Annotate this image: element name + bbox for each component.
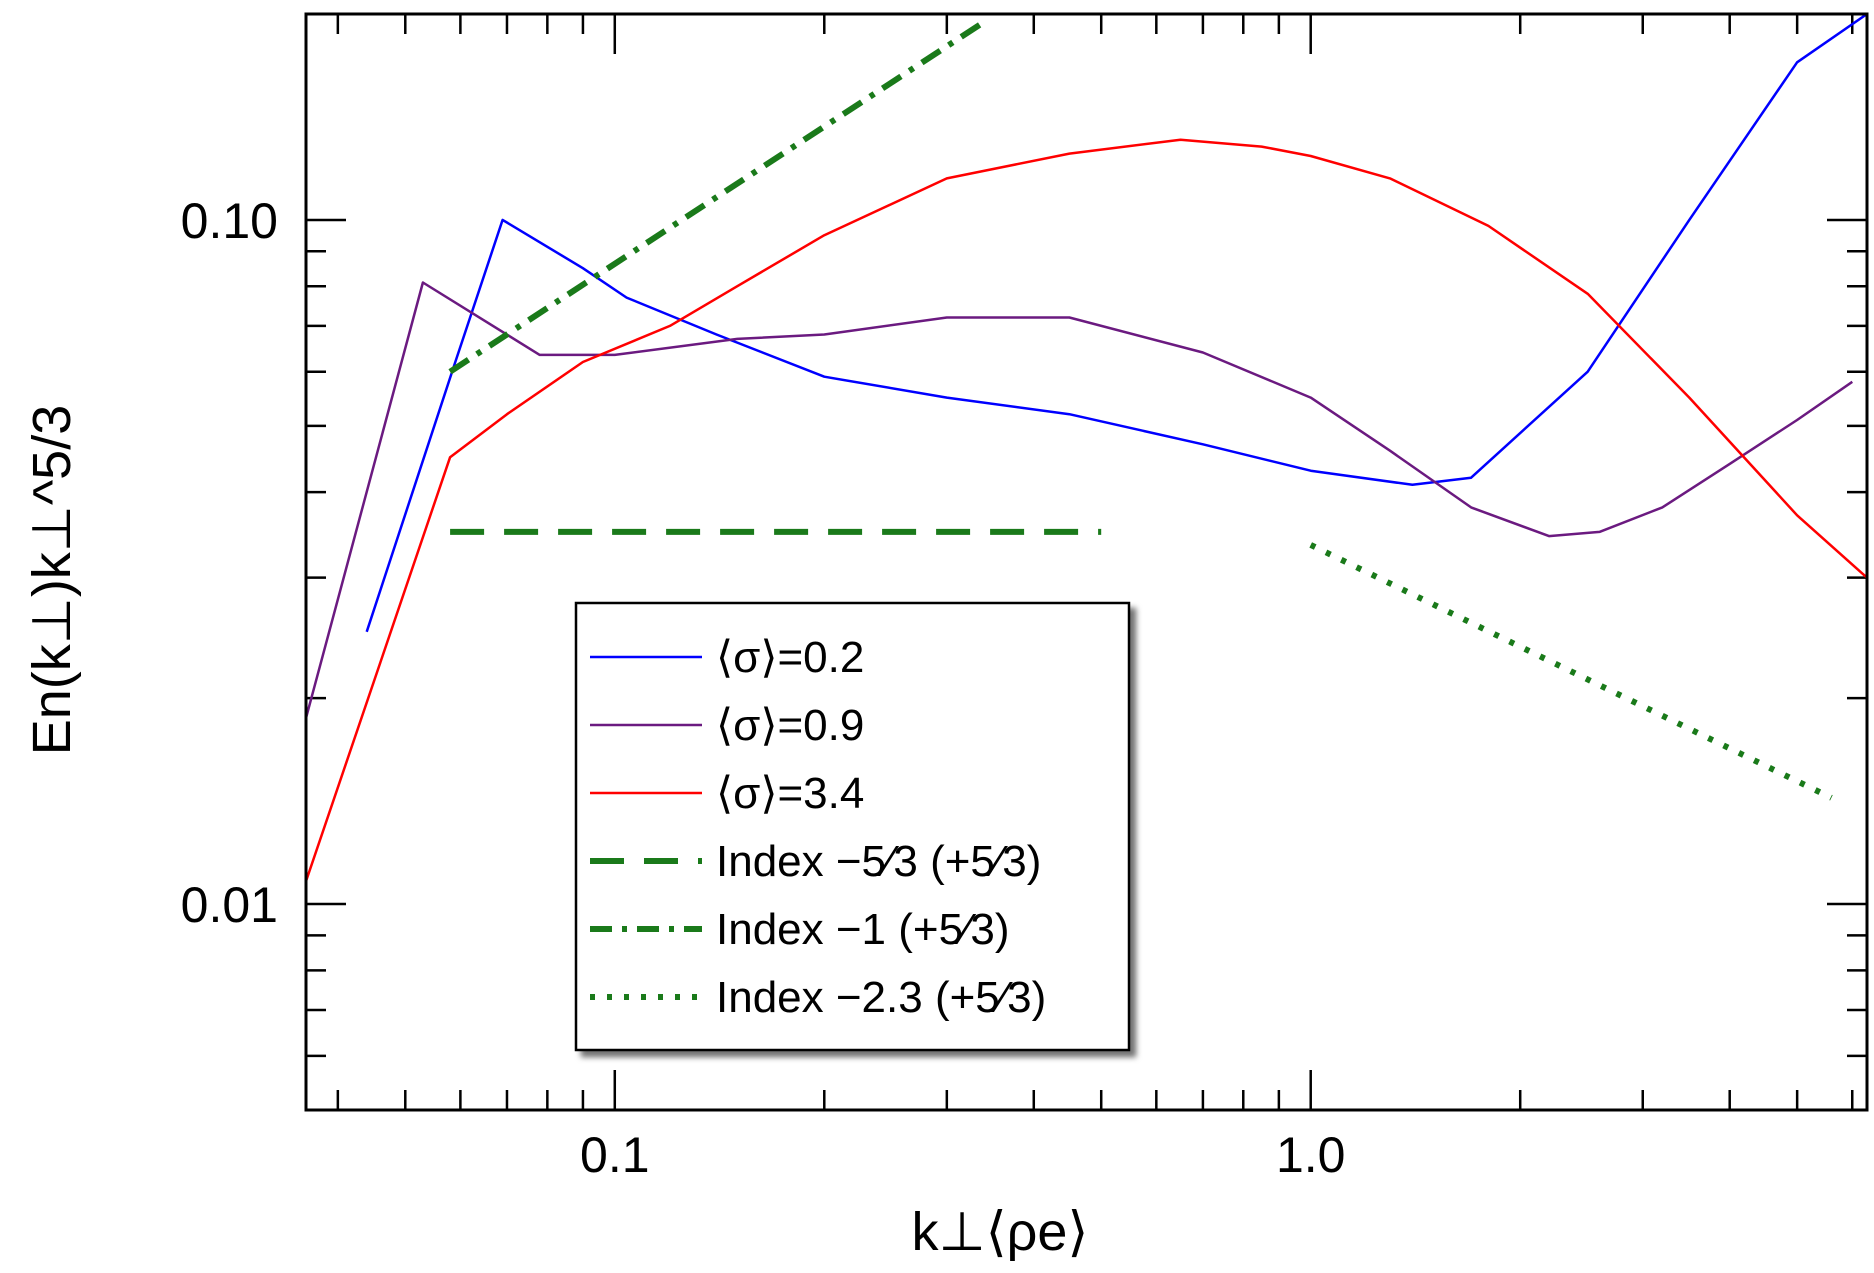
legend-label-1: ⟨σ⟩=0.2 <box>716 633 864 682</box>
legend-label-2: ⟨σ⟩=0.9 <box>716 701 864 750</box>
series-line-1 <box>365 14 1867 633</box>
axis-ticks <box>306 12 1867 1112</box>
y-tick-label: 0.01 <box>181 877 278 933</box>
legend-label-3: ⟨σ⟩=3.4 <box>716 769 864 818</box>
y-axis-title: En(k⊥)k⊥^5/3 <box>22 405 82 756</box>
y-tick-label: 0.10 <box>181 193 278 249</box>
legend-entries: ⟨σ⟩=0.2 ⟨σ⟩=0.9 ⟨σ⟩=3.4 Index −5⁄3 (+5⁄3) In… <box>590 633 1046 1022</box>
legend-box <box>574 601 1131 1052</box>
x-axis-title: k⊥⟨ρe⟩ <box>912 1202 1089 1262</box>
x-tick-label: 1.0 <box>1276 1127 1346 1183</box>
plot-frame <box>304 12 1869 1112</box>
tick-labels: 0.1 1.0 0.01 0.10 <box>181 193 1346 1183</box>
legend-label-5: Index −1 (+5⁄3) <box>716 905 1010 954</box>
series-layer <box>306 14 1867 882</box>
series-line-6 <box>1309 542 1833 801</box>
legend-label-4: Index −5⁄3 (+5⁄3) <box>716 837 1041 886</box>
x-tick-label: 0.1 <box>580 1127 650 1183</box>
legend: ⟨σ⟩=0.2 ⟨σ⟩=0.9 ⟨σ⟩=3.4 Index −5⁄3 (+5⁄3) In… <box>574 601 1131 1052</box>
legend-label-6: Index −2.3 (+5⁄3) <box>716 973 1046 1022</box>
series-line-5 <box>448 18 987 375</box>
series-line-3 <box>306 138 1867 882</box>
